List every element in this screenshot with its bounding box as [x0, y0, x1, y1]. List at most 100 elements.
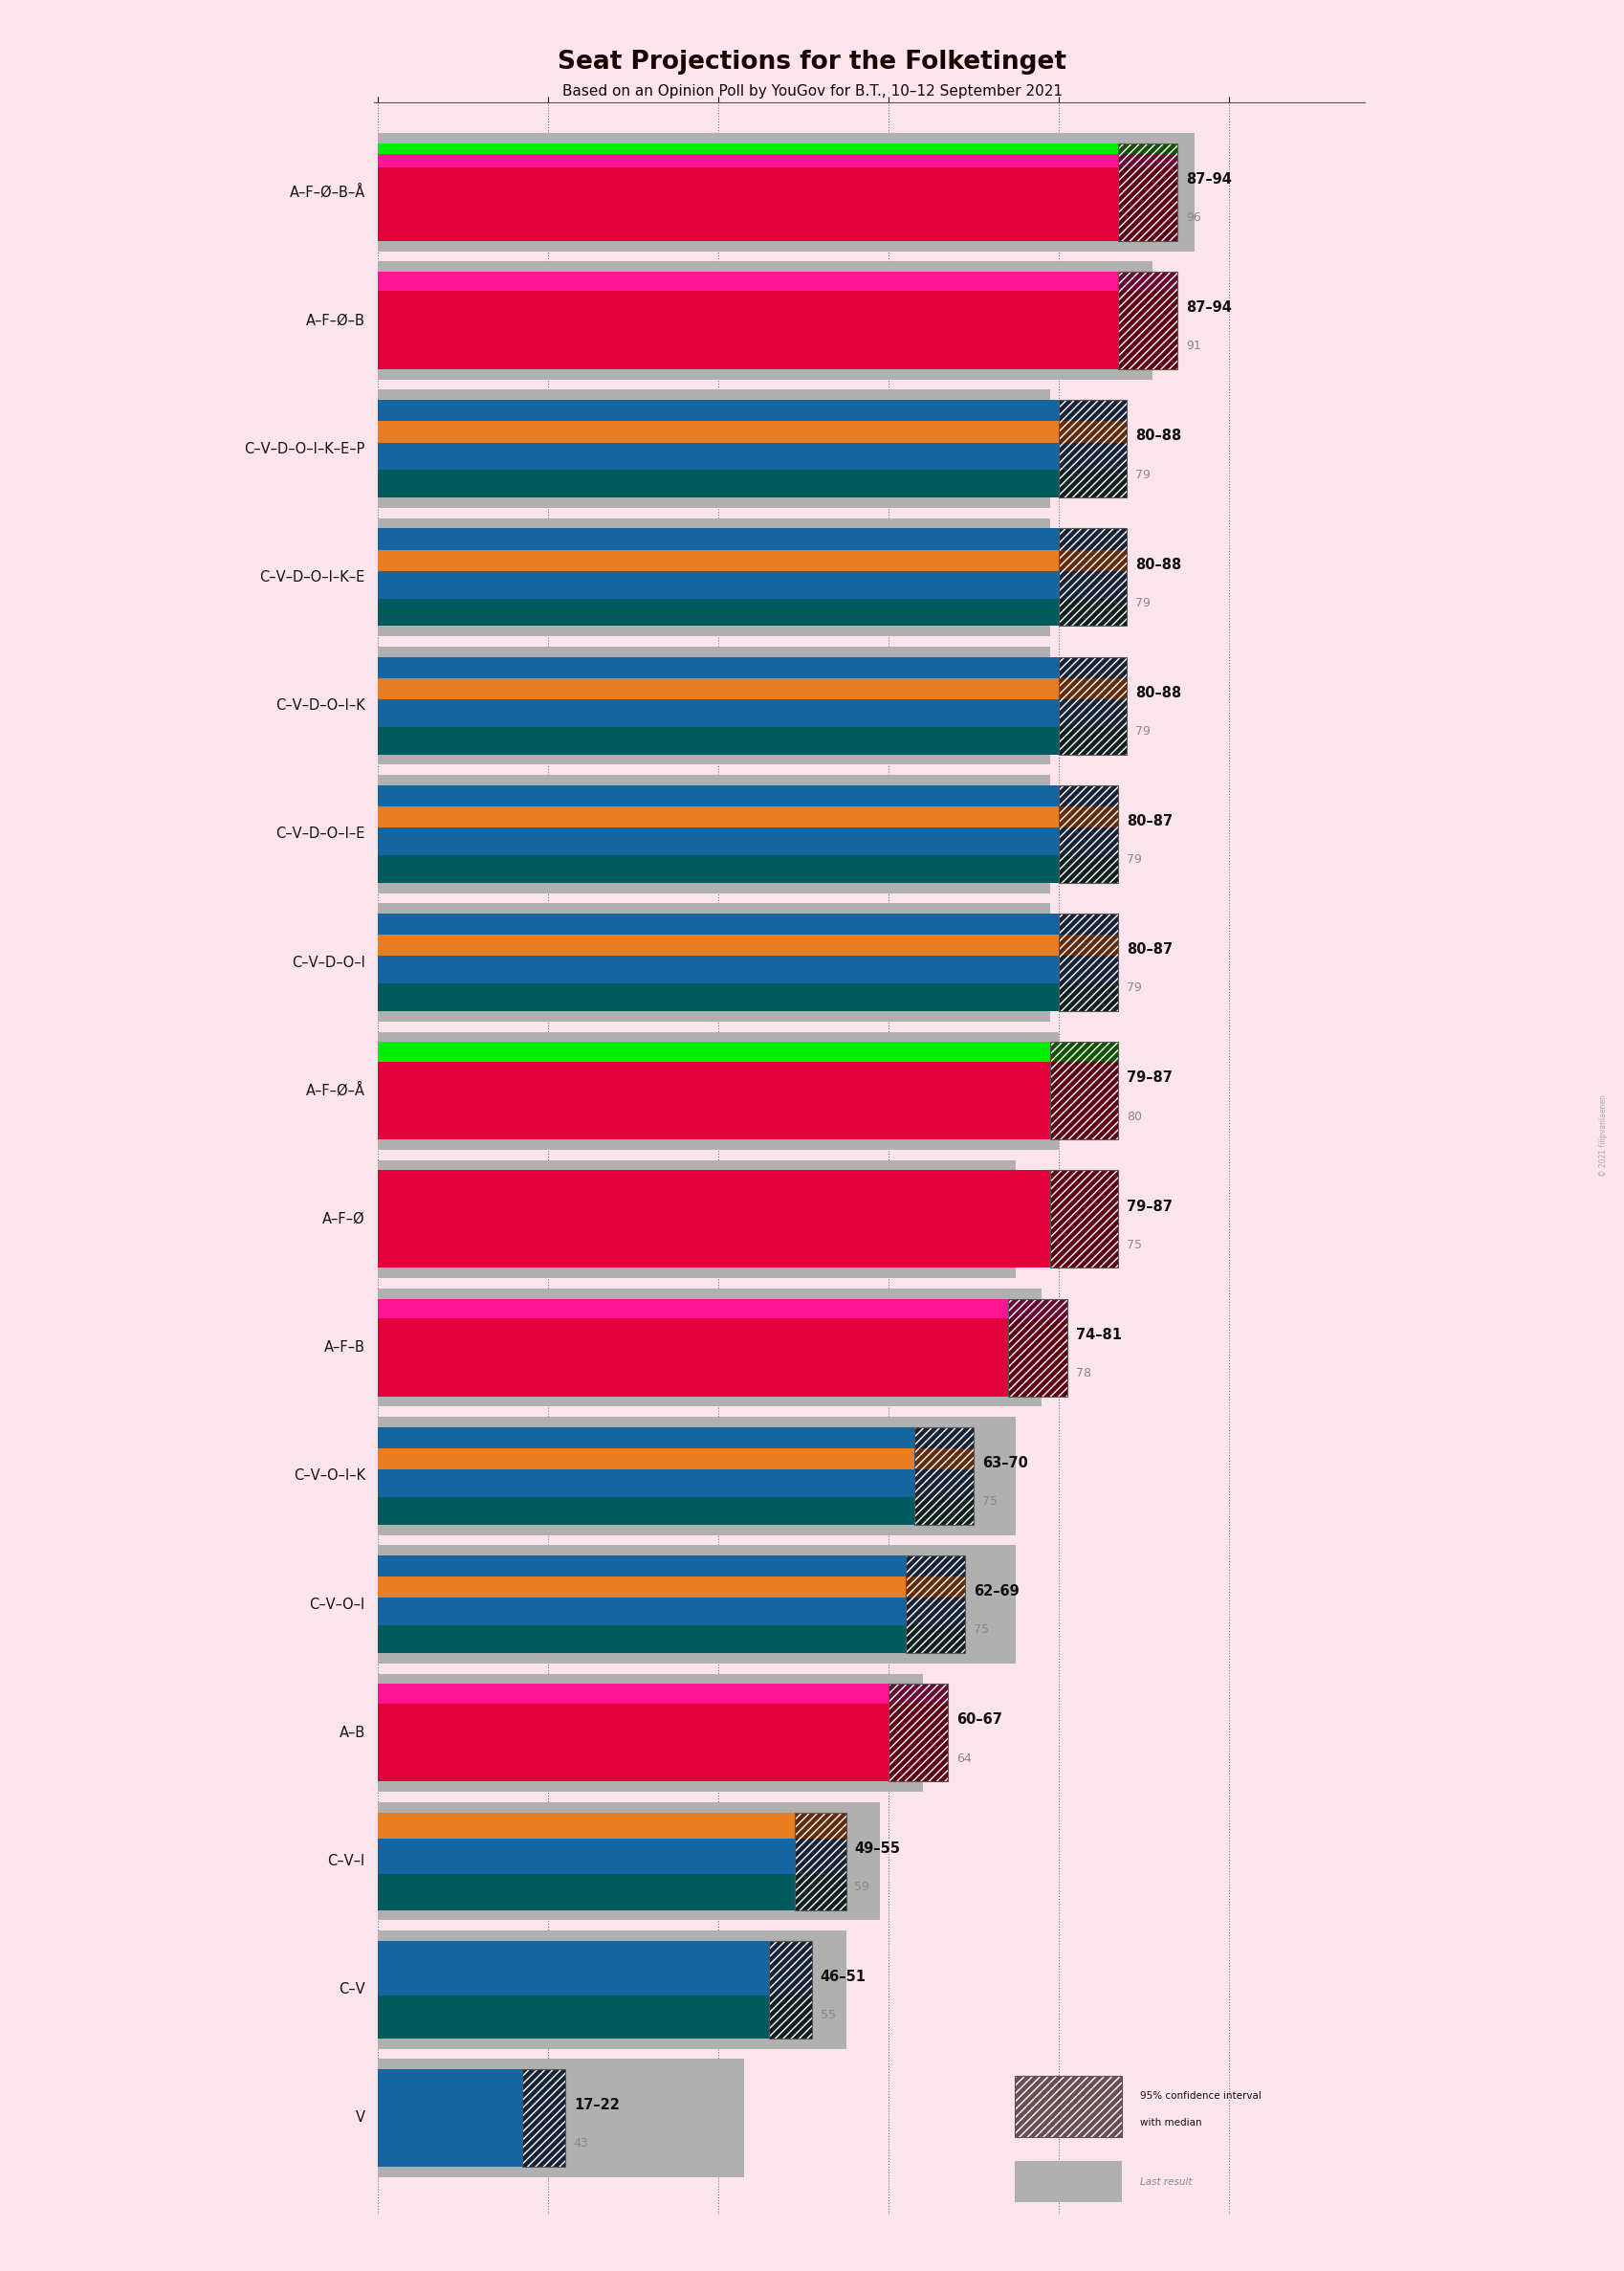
Bar — [523, 2069, 565, 2167]
Bar — [1059, 656, 1125, 754]
Text: with median: with median — [1138, 2119, 1200, 2128]
Bar — [378, 550, 1125, 570]
Bar — [1059, 656, 1125, 754]
Bar — [378, 1170, 1117, 1267]
Text: 78: 78 — [1075, 1367, 1090, 1378]
Text: C–V–D–O–I–K: C–V–D–O–I–K — [276, 699, 365, 713]
Text: 95% confidence interval: 95% confidence interval — [1138, 2092, 1260, 2101]
Bar — [378, 273, 1177, 291]
Bar — [378, 600, 1125, 627]
Bar — [378, 1031, 1059, 1149]
Bar — [378, 291, 1177, 370]
Text: 63–70: 63–70 — [981, 1456, 1028, 1469]
Bar — [378, 656, 1125, 679]
Bar — [1049, 1170, 1117, 1267]
Bar — [378, 518, 1049, 636]
Text: C–V–D–O–I–K–E: C–V–D–O–I–K–E — [260, 570, 365, 584]
Text: 80: 80 — [1125, 1111, 1142, 1122]
Bar — [1049, 1042, 1117, 1140]
Bar — [794, 1812, 846, 1910]
Text: 80–88: 80–88 — [1135, 429, 1181, 443]
Bar — [1049, 1170, 1117, 1267]
Bar — [378, 1626, 965, 1653]
Bar — [1059, 786, 1117, 883]
Text: 80–88: 80–88 — [1135, 556, 1181, 572]
Text: 87–94: 87–94 — [1186, 300, 1231, 316]
Bar — [378, 1042, 1117, 1061]
Text: 79: 79 — [1135, 468, 1150, 481]
Bar — [1049, 1170, 1117, 1267]
Bar — [378, 1061, 1117, 1140]
Bar — [1013, 2076, 1121, 2137]
Text: C–V–D–O–I–E: C–V–D–O–I–E — [276, 827, 365, 840]
Bar — [1059, 913, 1117, 1011]
Bar — [378, 400, 1125, 422]
Bar — [378, 806, 1117, 827]
Text: 91: 91 — [1186, 341, 1200, 352]
Text: 46–51: 46–51 — [820, 1969, 866, 1985]
Bar — [913, 1426, 973, 1524]
Bar — [1013, 2076, 1121, 2137]
Bar — [378, 786, 1117, 806]
Bar — [768, 1942, 812, 2039]
Bar — [1117, 143, 1177, 241]
Bar — [378, 570, 1125, 600]
Bar — [378, 1840, 846, 1874]
Bar — [378, 1803, 880, 1921]
Bar — [1059, 400, 1125, 497]
Bar — [378, 1497, 973, 1524]
Text: 75: 75 — [973, 1624, 989, 1637]
Bar — [523, 2069, 565, 2167]
Bar — [888, 1685, 947, 1780]
Text: 43: 43 — [573, 2137, 588, 2151]
Bar — [378, 1685, 947, 1703]
Bar — [378, 134, 1194, 252]
Bar — [378, 774, 1049, 893]
Bar — [378, 422, 1125, 443]
Text: V: V — [356, 2110, 365, 2126]
Text: A–F–B: A–F–B — [325, 1340, 365, 1356]
Text: Last result: Last result — [1138, 2178, 1190, 2187]
Bar — [378, 699, 1125, 727]
Bar — [1059, 656, 1125, 754]
Bar — [1013, 2076, 1121, 2137]
Bar — [1059, 400, 1125, 497]
Text: 59: 59 — [854, 1880, 869, 1894]
Bar — [378, 936, 1117, 956]
Text: 80–87: 80–87 — [1125, 942, 1173, 956]
Bar — [378, 956, 1117, 983]
Bar — [378, 1942, 812, 1996]
Text: 79: 79 — [1125, 981, 1142, 995]
Bar — [378, 470, 1125, 497]
Text: 79: 79 — [1135, 724, 1150, 738]
Text: 80–88: 80–88 — [1135, 686, 1181, 699]
Bar — [905, 1556, 965, 1653]
Text: 62–69: 62–69 — [973, 1585, 1018, 1599]
Bar — [378, 1576, 965, 1599]
Bar — [913, 1426, 973, 1524]
Text: 79: 79 — [1135, 597, 1150, 609]
Text: C–V–D–O–I: C–V–D–O–I — [292, 956, 365, 970]
Bar — [1049, 1042, 1117, 1140]
Text: Seat Projections for the Folketinget: Seat Projections for the Folketinget — [557, 50, 1067, 75]
Bar — [913, 1426, 973, 1524]
Bar — [378, 1930, 846, 2048]
Bar — [794, 1812, 846, 1910]
Bar — [378, 1417, 1015, 1535]
Bar — [888, 1685, 947, 1780]
Text: 75: 75 — [1125, 1238, 1142, 1251]
Bar — [768, 1942, 812, 2039]
Bar — [794, 1812, 846, 1910]
Bar — [378, 913, 1117, 936]
Bar — [523, 2069, 565, 2167]
Bar — [378, 1544, 1015, 1662]
Bar — [905, 1556, 965, 1653]
Bar — [1059, 529, 1125, 627]
Text: C–V–I: C–V–I — [328, 1853, 365, 1869]
Text: A–F–Ø–B: A–F–Ø–B — [305, 313, 365, 327]
Bar — [1059, 400, 1125, 497]
Bar — [378, 647, 1049, 765]
Bar — [378, 529, 1125, 550]
Text: C–V–D–O–I–K–E–P: C–V–D–O–I–K–E–P — [244, 441, 365, 456]
Text: 87–94: 87–94 — [1186, 173, 1231, 186]
